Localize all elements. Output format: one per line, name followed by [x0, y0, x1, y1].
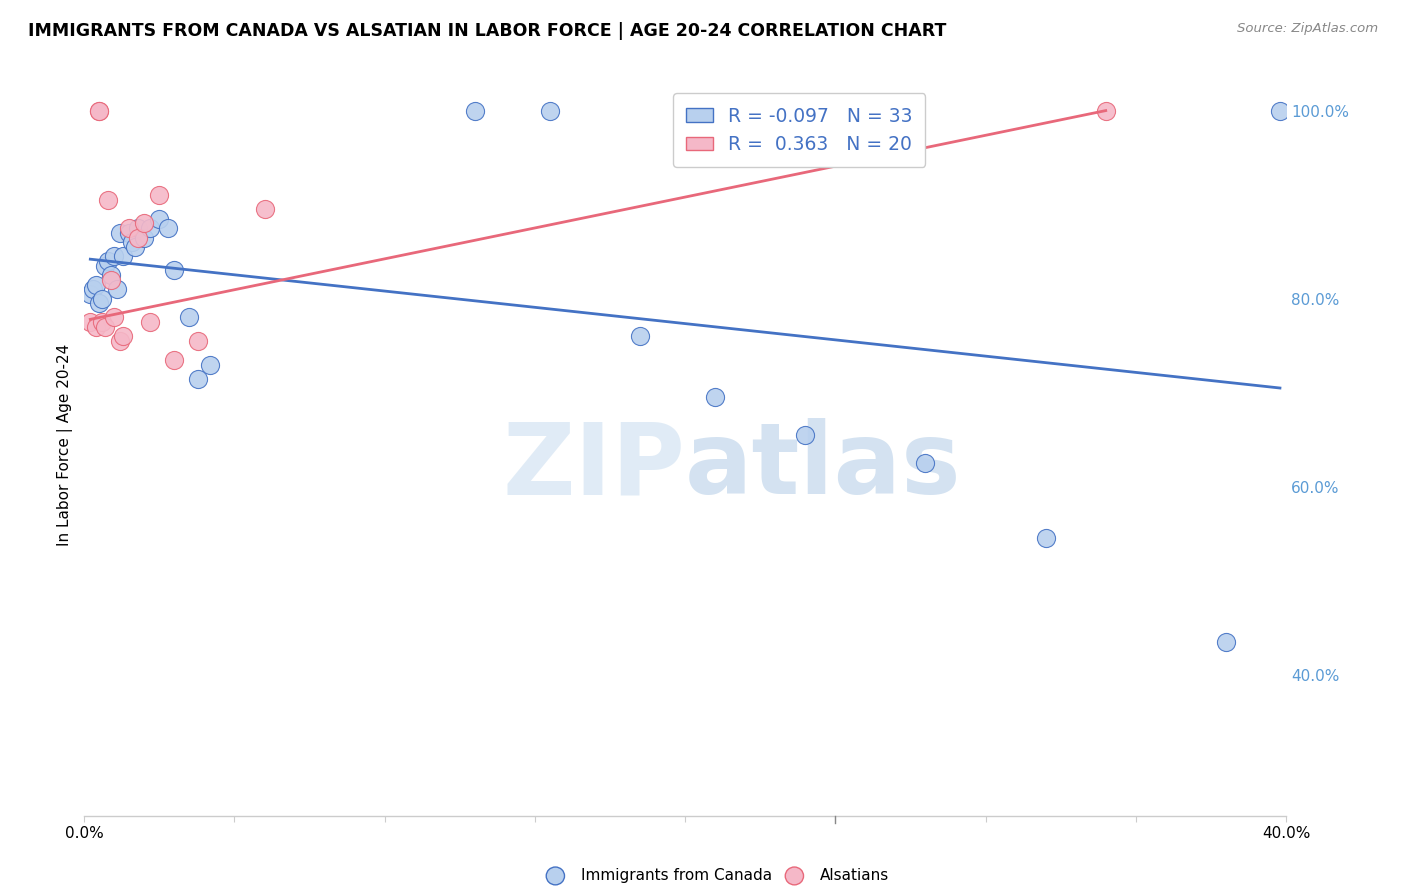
Point	[148, 188, 170, 202]
Point	[79, 287, 101, 301]
Point	[179, 310, 201, 325]
Point	[1035, 532, 1057, 546]
Point	[628, 329, 651, 343]
Legend: R = -0.097   N = 33, R =  0.363   N = 20: R = -0.097 N = 33, R = 0.363 N = 20	[673, 94, 925, 167]
Point	[105, 282, 128, 296]
Point	[148, 211, 170, 226]
Point	[163, 352, 186, 367]
Point	[121, 235, 143, 250]
Point	[134, 216, 156, 230]
Point	[112, 249, 135, 263]
Point	[1268, 103, 1291, 118]
Point	[79, 315, 101, 329]
Point	[82, 282, 104, 296]
Point	[89, 296, 111, 310]
Point	[253, 202, 276, 217]
Point	[112, 329, 135, 343]
Point	[97, 193, 120, 207]
Point	[134, 230, 156, 244]
Point	[127, 221, 149, 235]
Point	[163, 263, 186, 277]
Point	[84, 319, 107, 334]
Point	[187, 334, 209, 348]
Point	[187, 371, 209, 385]
Point	[914, 456, 936, 470]
Point	[118, 221, 141, 235]
Text: ZIP: ZIP	[502, 418, 685, 516]
Point	[97, 254, 120, 268]
Text: Immigrants from Canada: Immigrants from Canada	[581, 869, 772, 883]
Point	[127, 230, 149, 244]
Point	[124, 240, 146, 254]
Point	[94, 259, 117, 273]
Text: Alsatians: Alsatians	[820, 869, 889, 883]
Point	[89, 103, 111, 118]
Point	[91, 292, 114, 306]
Point	[200, 358, 222, 372]
Text: Source: ZipAtlas.com: Source: ZipAtlas.com	[1237, 22, 1378, 36]
Point	[94, 319, 117, 334]
Point	[84, 277, 107, 292]
Point	[110, 226, 132, 240]
Point	[794, 428, 817, 442]
Point	[1215, 635, 1237, 649]
Point	[139, 221, 162, 235]
Y-axis label: In Labor Force | Age 20-24: In Labor Force | Age 20-24	[58, 343, 73, 546]
Point	[139, 315, 162, 329]
Point	[103, 249, 125, 263]
Point	[100, 273, 122, 287]
Point	[118, 226, 141, 240]
Point	[89, 103, 111, 118]
Point	[157, 221, 180, 235]
Point	[704, 391, 727, 405]
Point	[110, 334, 132, 348]
Point	[464, 103, 486, 118]
Point	[100, 268, 122, 282]
Text: IMMIGRANTS FROM CANADA VS ALSATIAN IN LABOR FORCE | AGE 20-24 CORRELATION CHART: IMMIGRANTS FROM CANADA VS ALSATIAN IN LA…	[28, 22, 946, 40]
Point	[91, 315, 114, 329]
Text: atlas: atlas	[685, 418, 962, 516]
Point	[1094, 103, 1116, 118]
Point	[103, 310, 125, 325]
Point	[538, 103, 561, 118]
